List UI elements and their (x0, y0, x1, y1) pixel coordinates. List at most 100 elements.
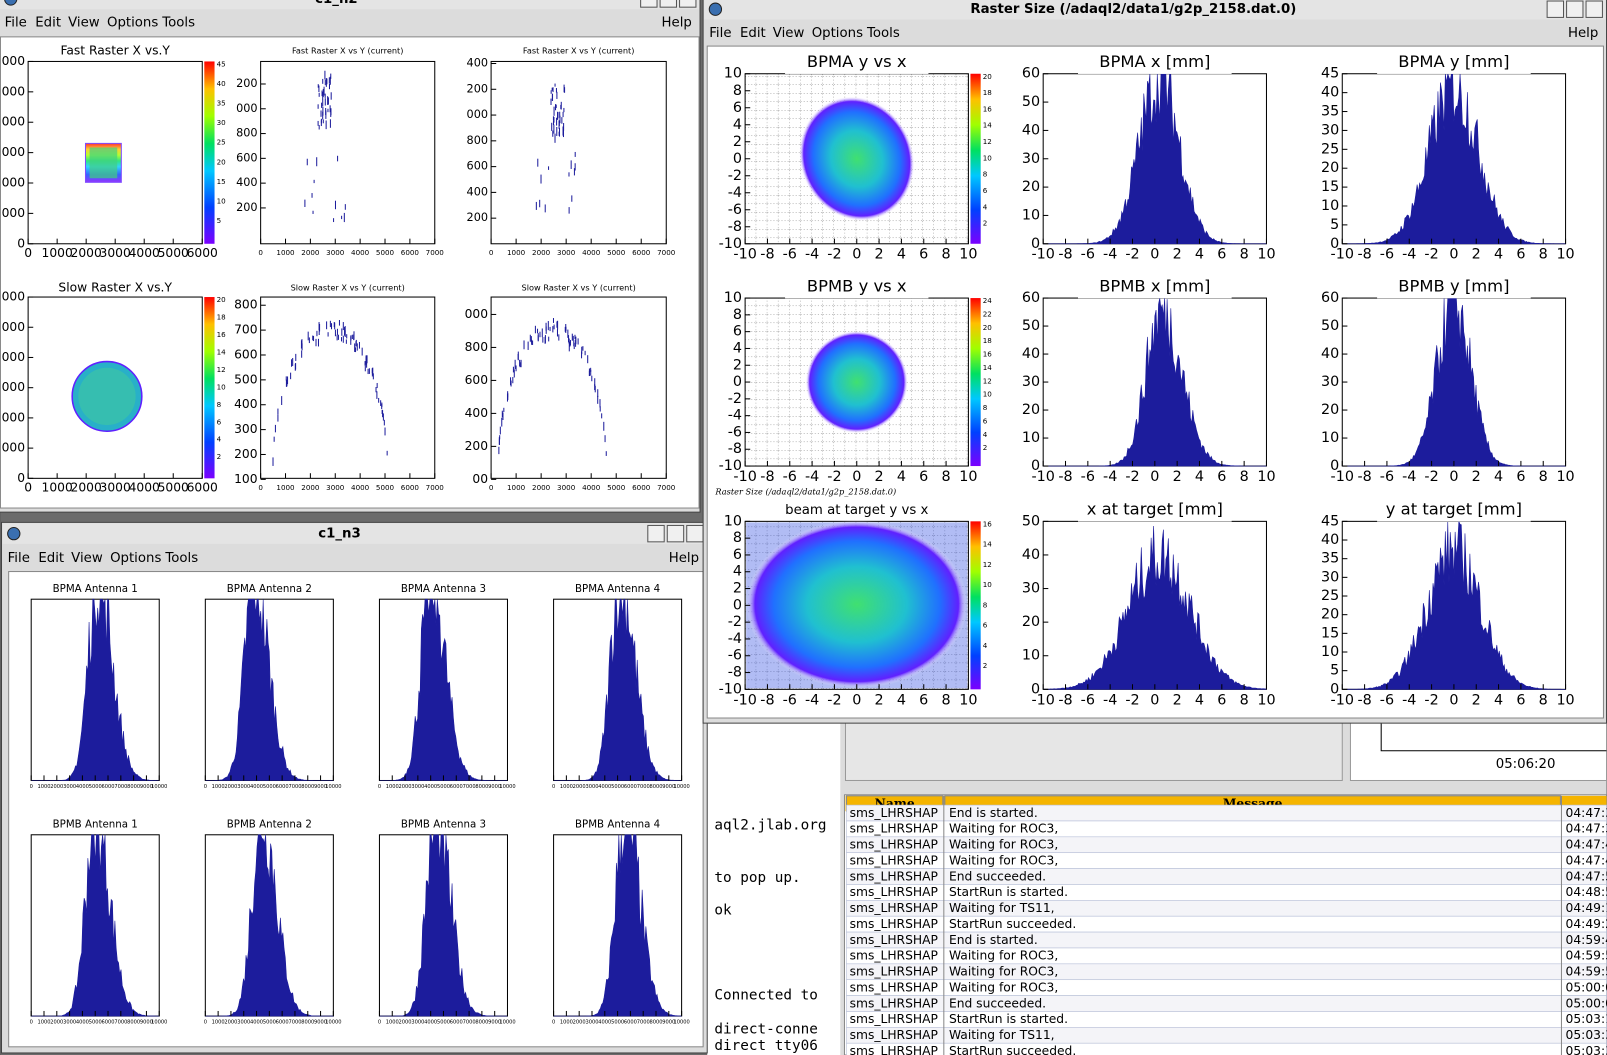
log-cell: sms_LHRSHAP (850, 885, 938, 899)
x-tick-label: 7000 (463, 1019, 476, 1025)
y-tick-label: 25 (1321, 588, 1339, 604)
z-tick-label: 2 (217, 452, 222, 461)
window-button[interactable] (686, 524, 704, 543)
log-cell: Waiting for ROC3, (949, 822, 1058, 836)
x-tick-label: 6000 (102, 784, 115, 790)
title-box (785, 275, 929, 299)
menu-item[interactable]: Tools (161, 16, 195, 31)
x-tick-label: 0 (852, 469, 861, 485)
x-tick-label: 4 (897, 469, 906, 485)
window-button[interactable] (1566, 0, 1584, 18)
x-tick-label: -4 (1103, 247, 1117, 263)
x-tick-label: 7000 (637, 784, 650, 790)
y-tick-label: 5 (1330, 663, 1339, 679)
x-tick-label: 5000 (437, 1019, 450, 1025)
x-tick-label: 8000 (127, 1019, 140, 1025)
window-icon (4, 0, 18, 6)
menu-help[interactable]: Help (662, 16, 692, 31)
plot-title: beam at target y vs x (785, 503, 928, 518)
window-button[interactable] (679, 0, 697, 8)
y-tick-label: 200 (236, 77, 257, 90)
window-button[interactable] (1546, 0, 1565, 18)
x-tick-label: 10 (1556, 692, 1574, 708)
x-tick-label: 6000 (450, 784, 463, 790)
menu-item[interactable]: Options (812, 26, 863, 41)
log-cell: End is started. (949, 933, 1038, 947)
x-tick-label: -2 (1424, 692, 1438, 708)
x-tick-label: 3000 (557, 483, 576, 492)
y-tick-label: 000 (2, 145, 25, 159)
x-tick-label: 0 (258, 248, 263, 257)
x-tick-label: 7000 (657, 248, 676, 257)
menu-item[interactable]: Options (107, 16, 158, 31)
strip-chart (1349, 716, 1607, 782)
menu-item[interactable]: File (709, 26, 731, 41)
y-tick-label: 50 (1022, 318, 1040, 334)
x-tick-label: 2000 (399, 784, 412, 790)
menu-item[interactable]: Tools (164, 551, 198, 566)
y-tick-label: 0 (1330, 681, 1339, 697)
title-box (226, 817, 313, 832)
terminal-line: aql2.jlab.org (714, 818, 826, 834)
log-cell: 04:59:5 (1566, 965, 1607, 979)
x-tick-label: 4 (1195, 692, 1204, 708)
menu-item[interactable]: View (68, 16, 100, 31)
x-tick-label: 7000 (426, 483, 445, 492)
x-tick-label: -10 (733, 692, 756, 708)
x-tick-label: 5000 (376, 248, 395, 257)
menu-item[interactable]: File (8, 551, 30, 566)
z-tick-label: 14 (217, 347, 227, 356)
x-tick-label: -10 (733, 247, 756, 263)
y-tick-label: 10 (724, 513, 742, 529)
menu-item[interactable]: Edit (740, 26, 766, 41)
menu-item[interactable]: Options (110, 551, 161, 566)
x-tick-label: 6 (1217, 469, 1226, 485)
window-button[interactable] (666, 524, 685, 543)
y-tick-label: 800 (467, 134, 488, 147)
y-tick-label: 8 (733, 307, 742, 323)
x-tick-label: -10 (1031, 469, 1054, 485)
window-title: Raster Size (/adaql2/data1/g2p_2158.dat.… (970, 2, 1296, 17)
menu-item[interactable]: Edit (38, 551, 64, 566)
x-tick-label: 1000 (560, 784, 573, 790)
x-tick-label: 9000 (314, 784, 327, 790)
x-tick-label: 6000 (624, 784, 637, 790)
menu-item[interactable]: View (71, 551, 103, 566)
menu-item[interactable]: View (773, 26, 805, 41)
window-button[interactable] (640, 0, 658, 8)
x-tick-label: 4 (1494, 692, 1503, 708)
histogram (1342, 73, 1566, 245)
x-tick-label: -8 (760, 692, 774, 708)
y-tick-label: 200 (465, 439, 488, 453)
window-button[interactable] (659, 0, 678, 8)
x-tick-label: 3000 (63, 784, 76, 790)
menu-help[interactable]: Help (669, 551, 699, 566)
log-cell: Waiting for ROC3, (949, 853, 1058, 867)
x-tick-label: 9000 (662, 1019, 675, 1025)
x-tick-label: -8 (760, 247, 774, 263)
x-tick-label: 10000 (673, 1019, 689, 1025)
histogram (379, 598, 508, 781)
y-tick-label: 10 (724, 66, 742, 82)
menu-help[interactable]: Help (1568, 26, 1598, 41)
window-button[interactable] (647, 524, 665, 543)
palette (970, 298, 981, 467)
x-tick-label: 0 (30, 784, 33, 790)
menu-item[interactable]: Edit (35, 16, 61, 31)
x-tick-label: 3000 (585, 784, 598, 790)
x-tick-label: -6 (1380, 469, 1394, 485)
menu-item[interactable]: Tools (866, 26, 900, 41)
z-tick-label: 18 (983, 336, 993, 345)
x-tick-label: -6 (1081, 692, 1095, 708)
x-tick-label: 4000 (424, 1019, 437, 1025)
z-tick-label: 10 (983, 580, 993, 589)
menu-item[interactable]: File (5, 16, 27, 31)
z-tick-label: 2 (983, 219, 988, 228)
y-tick-label: -4 (728, 408, 742, 424)
x-tick-label: 4000 (351, 483, 370, 492)
z-tick-label: 6 (983, 186, 988, 195)
x-tick-label: 4 (897, 247, 906, 263)
window-button[interactable] (1585, 0, 1603, 18)
